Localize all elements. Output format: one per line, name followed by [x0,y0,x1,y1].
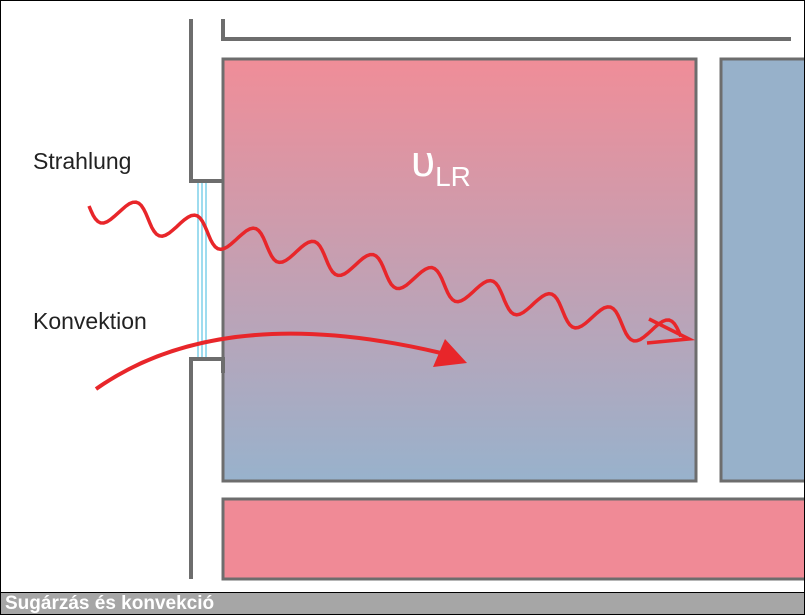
convection-label: Konvektion [33,308,147,334]
room [221,57,698,483]
window [197,183,207,357]
radiation-arrowhead [646,317,696,345]
convection-arrow [94,331,442,391]
temperature-symbol: υLR [411,137,471,192]
adjacent-room [719,57,804,483]
floor-heating [221,497,804,581]
wall [189,19,791,579]
radiation-wave [87,200,683,343]
convection-arrowhead [433,339,467,367]
diagram: Strahlung Konvektion υLR [33,19,804,581]
caption: Sugárzás és konvekció [1,592,804,614]
radiation-label: Strahlung [33,148,131,174]
